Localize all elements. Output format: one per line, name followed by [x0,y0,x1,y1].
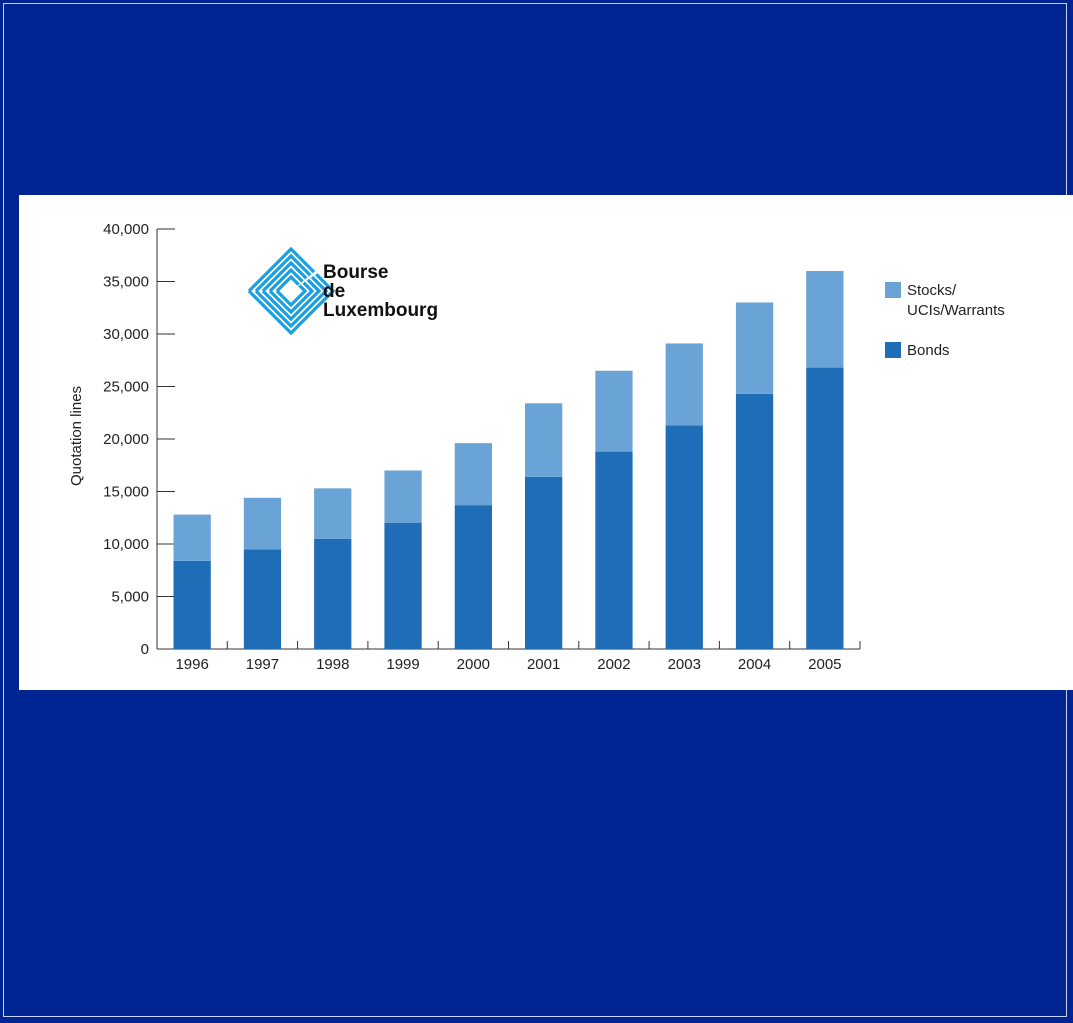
bourse-de-luxembourg-logo: Bourse de Luxembourg [247,246,438,336]
bar-bonds [384,523,422,649]
logo-text-line-1: Bourse [323,262,388,283]
bar-stocks [735,302,774,394]
y-tick-label: 20,000 [103,431,149,448]
bar-stocks [665,343,703,426]
legend-swatch-bonds [885,342,901,358]
legend-label-bonds: Bonds [907,342,950,359]
y-axis: 0 5,000 10,000 15,000 20,000 25,000 30,000 35,0… [103,221,175,658]
y-tick-label: 25,000 [103,379,149,396]
bar-stocks [454,443,492,506]
logo-chevron [275,274,308,308]
bar-bonds [665,425,703,649]
y-tick-label: 10,000 [103,536,149,553]
y-tick-label: 5,000 [111,589,149,606]
x-tick-label: 2002 [597,656,630,673]
x-tick-label: 1999 [386,656,419,673]
bar-stocks [525,403,563,477]
y-tick-label: 15,000 [103,484,149,501]
bar-stocks [806,271,844,368]
logo-chevron [247,246,336,336]
bar-stocks [243,497,282,550]
bars [173,271,844,649]
x-tick-label: 1996 [175,656,208,673]
bar-bonds [173,560,211,649]
bar-bonds [314,538,352,649]
x-tick-label: 1997 [246,656,279,673]
bar-stocks [173,514,211,561]
y-tick-label: 40,000 [103,221,149,238]
y-axis-title: Quotation lines [68,386,85,486]
y-tick-label: 35,000 [103,274,149,291]
logo-text-line-2: de [323,281,345,302]
legend-label-stocks-line-1: Stocks/ [907,282,957,299]
x-tick-label: 2004 [738,656,771,673]
bar-bonds [525,476,563,649]
x-tick-label: 2005 [808,656,841,673]
bar-stocks [314,488,352,539]
logo-text-line-3: Luxembourg [323,300,438,321]
bar-stocks [595,370,633,452]
bar-bonds [595,451,633,649]
x-tick-label: 2003 [668,656,701,673]
logo-chevron [268,267,315,315]
legend-swatch-stocks [885,282,901,298]
bar-stocks [384,470,422,523]
logo-chevron [254,253,329,329]
x-tick-label: 2000 [457,656,490,673]
bar-bonds [243,549,282,649]
logo-chevron [261,260,322,322]
x-tick-label: 1998 [316,656,349,673]
bar-bonds [806,367,844,649]
legend: Stocks/ UCIs/Warrants Bonds [885,282,1005,359]
x-tick-label: 2001 [527,656,560,673]
y-tick-label: 30,000 [103,326,149,343]
x-axis: 1996 1997 1998 1999 2000 2001 2002 2003 2004 2005 [156,641,861,673]
stacked-bar-chart: 0 5,000 10,000 15,000 20,000 25,000 30,000 35,0… [68,221,1005,673]
bar-bonds [454,505,492,649]
chart-panel: 0 5,000 10,000 15,000 20,000 25,000 30,000 35,0… [19,195,1073,690]
legend-label-stocks-line-2: UCIs/Warrants [907,302,1005,319]
bourse-de-luxembourg-logo-icon [247,246,336,336]
bar-bonds [735,393,774,649]
y-tick-label: 0 [141,641,149,658]
